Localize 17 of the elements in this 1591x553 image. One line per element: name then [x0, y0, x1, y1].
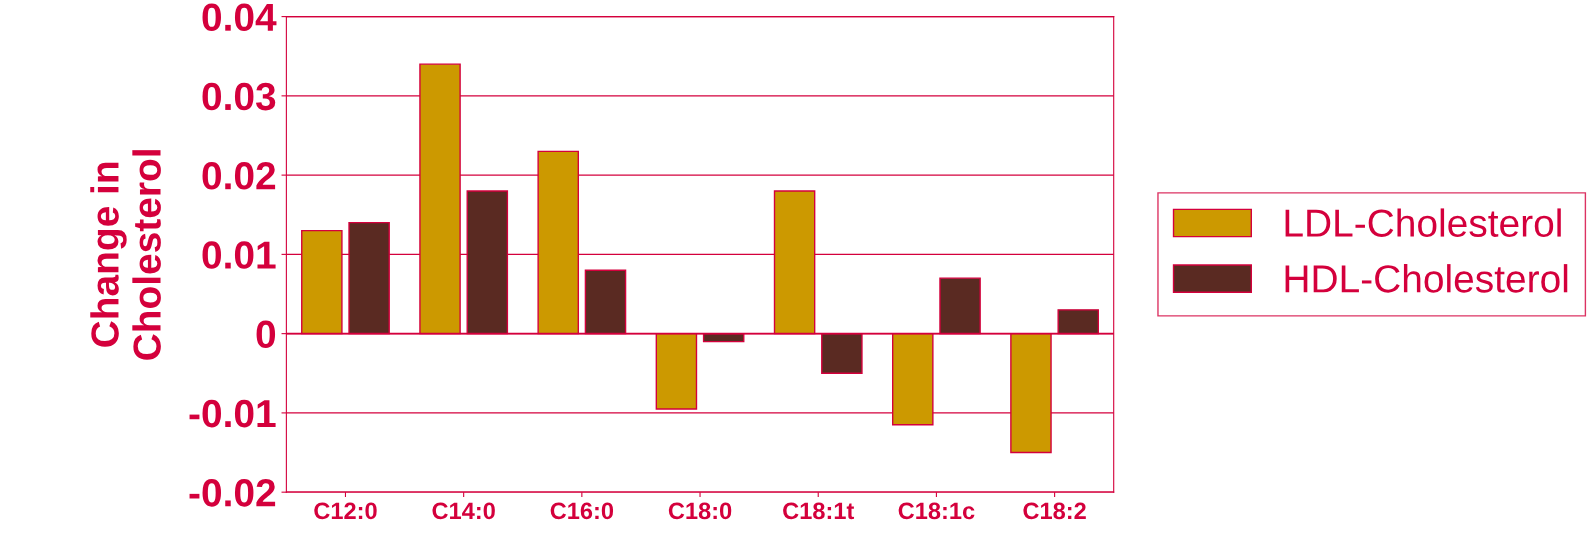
y-tick-label: 0	[256, 320, 276, 349]
x-tick-label: C18:2	[1023, 502, 1086, 520]
x-tick-label: C18:1c	[898, 502, 975, 520]
legend-label: LDL-Cholesterol	[1285, 208, 1561, 237]
y-axis-title: Change in Cholesterol	[90, 150, 161, 360]
y-tick-label: 0.04	[202, 3, 277, 32]
y-tick-label: 0.03	[202, 82, 276, 111]
x-tick-label: C14:0	[432, 502, 495, 520]
x-tick-label: C16:0	[550, 502, 614, 520]
y-tick-label: 0.02	[202, 162, 276, 190]
legend-label: HDL-Cholesterol	[1285, 264, 1568, 293]
y-tick-label: -0.01	[189, 399, 276, 428]
y-tick-label: -0.02	[189, 479, 276, 507]
x-tick-label: C18:1t	[783, 502, 855, 520]
x-tick-label: C18:0	[668, 502, 732, 520]
y-tick-label: 0.01	[202, 241, 276, 269]
x-tick-label: C12:0	[314, 502, 377, 520]
